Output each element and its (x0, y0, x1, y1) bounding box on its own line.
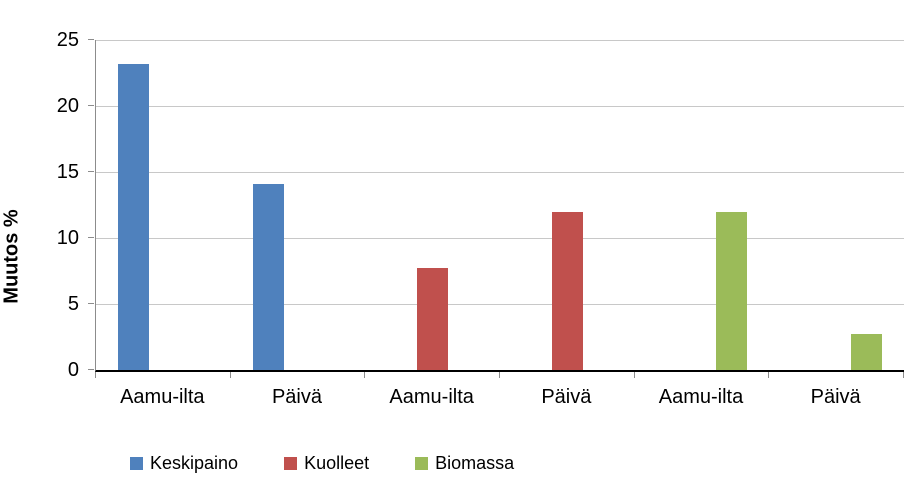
plot-area (95, 40, 904, 372)
x-tick-mark (364, 372, 366, 378)
y-tick-label: 5 (67, 293, 79, 315)
y-tick-label: 25 (56, 29, 79, 51)
y-axis: Muutos % 0 5 10 15 20 25 (0, 29, 95, 381)
legend-label: Biomassa (435, 453, 515, 473)
x-tick-mark (903, 372, 904, 378)
y-tick-label: 20 (56, 95, 79, 117)
y-tick-label: 0 (67, 359, 79, 381)
y-tick-label: 15 (56, 161, 79, 183)
x-tick-mark (95, 372, 96, 378)
x-tick-mark (229, 372, 231, 378)
legend-item: Kuolleet (284, 453, 369, 474)
bar (551, 211, 583, 370)
legend-item: Keskipaino (130, 453, 238, 474)
legend-swatch (284, 457, 298, 470)
legend-label: Keskipaino (150, 453, 239, 473)
x-axis: Aamu-ilta Päivä Aamu-ilta Päivä Aamu-ilta Päi… (95, 372, 904, 422)
grid-line (96, 106, 904, 107)
y-tick-mark (88, 237, 94, 238)
y-tick-mark (88, 171, 94, 172)
y-tick-mark (88, 39, 94, 40)
x-category-label: Päivä (271, 386, 322, 408)
x-category-label: Päivä (541, 386, 592, 408)
legend-swatch (415, 457, 429, 470)
y-tick-mark (88, 303, 94, 304)
bar (252, 183, 284, 370)
bar (117, 63, 149, 370)
x-category-label: Aamu-ilta (658, 386, 744, 408)
y-tick-mark (88, 369, 94, 370)
grid-line (96, 172, 904, 173)
x-category-label: Päivä (810, 386, 861, 408)
x-category-label: Aamu-ilta (120, 386, 205, 408)
bar (417, 268, 449, 370)
grid-line (96, 40, 904, 41)
x-tick-mark (633, 372, 635, 378)
x-tick-mark (499, 372, 500, 378)
legend: Keskipaino Kuolleet Biomassa (130, 453, 514, 474)
bar (851, 334, 883, 370)
grid-line (96, 304, 904, 305)
y-tick-label: 10 (56, 227, 79, 249)
x-tick-mark (768, 372, 770, 378)
grid-line (96, 238, 904, 239)
legend-item: Biomassa (415, 453, 514, 474)
legend-label: Kuolleet (304, 453, 370, 473)
x-category-label: Aamu-ilta (389, 386, 474, 408)
bar (716, 211, 748, 370)
y-axis-title: Muutos % (0, 209, 23, 304)
legend-swatch (130, 457, 143, 470)
y-tick-mark (88, 105, 94, 106)
